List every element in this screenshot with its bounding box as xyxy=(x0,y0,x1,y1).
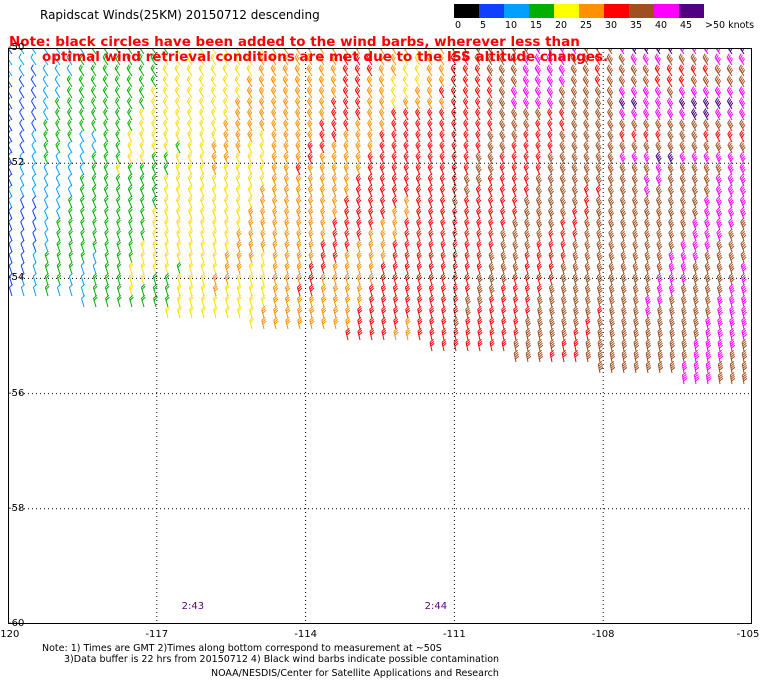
latitude-label: -54 xyxy=(8,272,25,284)
longitude-label: -108 xyxy=(591,629,615,640)
legend-label: 0 xyxy=(455,20,462,31)
footer-note-2: 3)Data buffer is 22 hrs from 20150712 4)… xyxy=(64,654,500,665)
latitude-label: -50 xyxy=(8,42,25,53)
latitude-label: -60 xyxy=(8,618,25,629)
legend-label: 20 xyxy=(555,20,568,31)
longitude-label: -105 xyxy=(736,629,760,640)
legend-label: 30 xyxy=(605,20,618,31)
legend-labels: 0 5 10 15 20 25 30 35 40 45 >50 knots xyxy=(454,18,754,32)
legend-color-bar xyxy=(454,4,704,18)
map-grid xyxy=(8,48,752,624)
legend-label: 40 xyxy=(655,20,668,31)
time-label: 2:44 xyxy=(424,601,448,612)
longitude-label: -114 xyxy=(294,629,317,640)
legend-swatch xyxy=(529,4,554,18)
legend-label: 15 xyxy=(530,20,543,31)
legend-swatch xyxy=(629,4,654,18)
legend-swatch xyxy=(679,4,704,18)
wind-speed-legend: 0 5 10 15 20 25 30 35 40 45 >50 knots xyxy=(454,4,754,32)
longitude-label: -120 xyxy=(0,629,20,640)
legend-label: 10 xyxy=(505,20,518,31)
latitude-label: -58 xyxy=(8,502,25,514)
legend-swatch xyxy=(479,4,504,18)
footer-note-1: Note: 1) Times are GMT 2)Times along bot… xyxy=(42,643,442,654)
note-line-2: optimal wind retrieval conditions are me… xyxy=(42,49,609,65)
wind-barb-map xyxy=(8,48,752,624)
wind-barbs xyxy=(8,48,748,385)
legend-swatch xyxy=(579,4,604,18)
legend-label: 25 xyxy=(580,20,593,31)
legend-swatch xyxy=(604,4,629,18)
longitude-label: -111 xyxy=(443,629,466,640)
map-title: Rapidscat Winds(25KM) 20150712 descendin… xyxy=(40,8,320,22)
note-line-1: Note: black circles have been added to t… xyxy=(9,34,580,50)
legend-label: 35 xyxy=(630,20,643,31)
latitude-label: -56 xyxy=(8,387,25,399)
legend-swatch xyxy=(654,4,679,18)
latitude-label: -52 xyxy=(8,157,25,169)
footer-credit: NOAA/NESDIS/Center for Satellite Applica… xyxy=(211,668,499,679)
map-frame xyxy=(8,48,752,624)
contamination-note: Note: black circles have been added to t… xyxy=(9,35,608,65)
wind-map-plot xyxy=(8,48,752,624)
legend-swatch xyxy=(454,4,479,18)
legend-swatch xyxy=(554,4,579,18)
legend-label: 45 xyxy=(680,20,693,31)
legend-label: 5 xyxy=(480,20,487,31)
legend-swatch xyxy=(504,4,529,18)
time-label: 2:43 xyxy=(181,601,205,612)
longitude-label: -117 xyxy=(145,629,169,640)
legend-label: >50 knots xyxy=(705,20,755,31)
